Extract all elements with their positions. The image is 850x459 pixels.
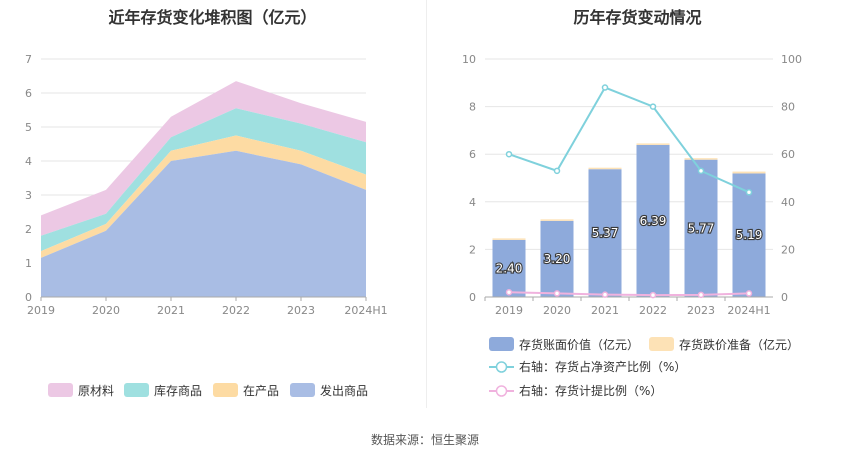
legend-marker: [495, 361, 508, 373]
legend-swatch-impairment: [649, 337, 674, 351]
right-y-tick-label: 40: [781, 196, 795, 209]
area-series-发出商品: [41, 150, 366, 297]
bar-impairment: [732, 171, 766, 174]
x-tick-label: 2019: [495, 304, 523, 317]
x-tick-label: 2024H1: [727, 304, 770, 317]
area-series-库存商品: [41, 108, 366, 252]
x-tick-label: 2023: [687, 304, 715, 317]
x-tick-label: 2020: [92, 304, 120, 317]
bar-value-label: 6.39: [640, 214, 667, 228]
right-chart-title: 历年存货变动情况: [573, 8, 702, 27]
x-tick-label: 2020: [543, 304, 571, 317]
left-y-tick-label: 10: [462, 53, 476, 66]
line-series-provision: [508, 291, 750, 297]
left-y-tick-label: 4: [469, 196, 476, 209]
x-tick-label: 2021: [157, 304, 185, 317]
right-y-tick-label: 80: [781, 101, 795, 114]
right-y-tick-label: 0: [781, 291, 788, 304]
x-tick-label: 2022: [639, 304, 667, 317]
left-chart-title: 近年存货变化堆积图（亿元）: [108, 8, 317, 27]
right-y-tick-label: 60: [781, 148, 795, 161]
line-point: [697, 167, 705, 175]
legend-label: 在产品: [243, 384, 279, 398]
y-tick-label: 2: [25, 223, 32, 236]
bar-book-value: [492, 239, 526, 297]
area-series-原材料: [41, 81, 366, 236]
bar-impairment: [588, 167, 622, 170]
bar-value-label: 5.37: [592, 226, 619, 240]
bar-book-value: [588, 169, 622, 297]
x-tick-label: 2022: [222, 304, 250, 317]
legend-marker: [495, 385, 508, 397]
line-point: [505, 288, 513, 296]
data-source-note: 数据来源：恒生聚源: [370, 433, 479, 447]
legend-swatch-原材料: [48, 383, 73, 397]
line-point: [649, 291, 657, 299]
stacked-area-chart-panel: 近年存货变化堆积图（亿元） 0 1 2 3 4 5 6 7 2019 2020 2021 2022 20…: [0, 0, 425, 410]
line-point: [697, 291, 705, 299]
inventory-bar-chart-panel: 历年存货变动情况 0 2 4 6 8 10 0 20 40 60 80 100 2.40 3.20 5.37…: [425, 0, 850, 410]
line-series-ratio: [508, 86, 750, 194]
left-y-tick-label: 0: [469, 291, 476, 304]
bar-value-label: 5.77: [688, 221, 715, 235]
bar-impairment: [492, 238, 526, 240]
legend-swatch-发出商品: [290, 383, 315, 397]
right-y-tick-label: 100: [781, 53, 802, 66]
bar-impairment: [636, 143, 670, 145]
y-tick-label: 6: [25, 87, 32, 100]
line-point: [505, 150, 513, 158]
line-point: [649, 103, 657, 110]
line-point: [553, 290, 561, 297]
y-tick-label: 3: [25, 189, 32, 202]
line-point: [745, 189, 753, 196]
x-tick-label: 2024H1: [344, 304, 387, 317]
stacked-area-chart: 0 1 2 3 4 5 6 7 2019 2020 2021 2022 2023 2024H1 原材料 库存商…: [25, 53, 388, 398]
legend-swatch-库存商品: [124, 383, 149, 397]
left-y-tick-label: 6: [469, 148, 476, 161]
right-y-tick-label: 20: [781, 243, 795, 256]
line-point: [553, 167, 561, 175]
panel-divider: [426, 0, 427, 408]
bar-value-label: 2.40: [496, 261, 523, 275]
bar-impairment: [540, 219, 574, 221]
x-tick-label: 2021: [591, 304, 619, 317]
x-tick-label: 2023: [287, 304, 315, 317]
legend-label: 原材料: [78, 384, 114, 398]
legend-label: 右轴：存货计提比例（%）: [519, 383, 662, 398]
y-tick-label: 7: [25, 53, 32, 66]
legend-label: 存货跌价准备（亿元）: [679, 337, 799, 352]
y-tick-label: 5: [25, 121, 32, 134]
line-point: [601, 291, 609, 298]
legend-label: 存货账面价值（亿元）: [519, 337, 639, 352]
bar-value-label: 3.20: [544, 252, 571, 266]
bar-impairment: [684, 158, 718, 160]
y-tick-label: 0: [25, 291, 32, 304]
bar-book-value: [684, 159, 718, 297]
legend-swatch-book-value: [489, 337, 514, 351]
line-point: [745, 290, 753, 297]
x-tick-label: 2019: [27, 304, 55, 317]
legend-label: 发出商品: [320, 383, 368, 398]
y-tick-label: 1: [25, 257, 32, 270]
bar-book-value: [540, 220, 574, 297]
legend-swatch-在产品: [213, 383, 238, 397]
bar-book-value: [636, 144, 670, 297]
left-y-tick-label: 8: [469, 101, 476, 114]
bar-value-label: 5.19: [736, 228, 763, 242]
line-point: [601, 84, 609, 91]
legend-label: 右轴：存货占净资产比例（%）: [519, 359, 686, 374]
left-y-tick-label: 2: [469, 243, 476, 256]
legend-label: 库存商品: [154, 383, 202, 398]
y-tick-label: 4: [25, 155, 32, 168]
